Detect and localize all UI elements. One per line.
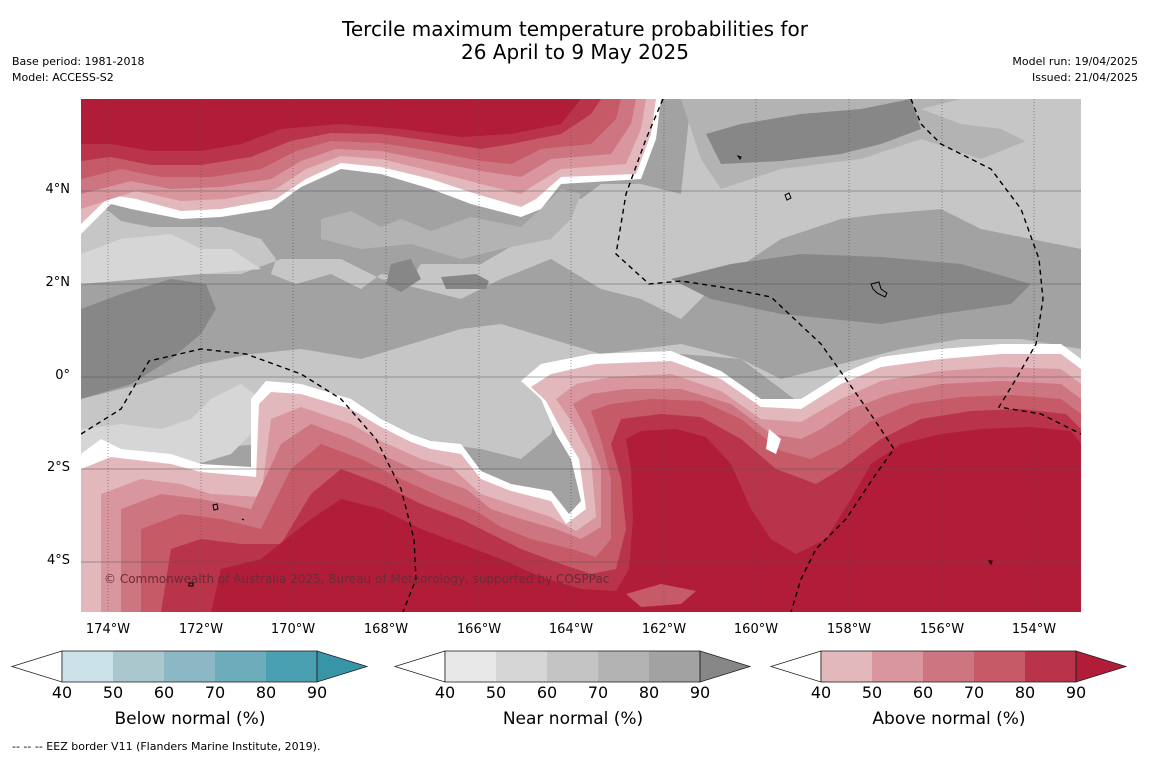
chart-title: Tercile maximum temperature probabilitie… bbox=[0, 18, 1150, 64]
cb-below-swatch-5 bbox=[266, 651, 317, 682]
cb-above-swatch-1 bbox=[821, 651, 872, 682]
lat-label-4s: 4°S bbox=[46, 553, 70, 568]
cb-near-tick-40: 40 bbox=[434, 683, 456, 702]
cb-above-tick-40: 40 bbox=[810, 683, 832, 702]
near-normal-80-band bbox=[321, 189, 581, 259]
cb-near-swatch-2 bbox=[496, 651, 547, 682]
cb-above-tick-50: 50 bbox=[861, 683, 883, 702]
lon-label-158w: 158°W bbox=[826, 622, 872, 637]
meta-right: Model run: 19/04/2025 Issued: 21/04/2025 bbox=[1012, 54, 1138, 86]
cb-near-swatch-4 bbox=[598, 651, 649, 682]
eez-footnote: -- -- -- EEZ border V11 (Flanders Marine… bbox=[12, 740, 321, 753]
cb-below-arrow-left bbox=[10, 650, 63, 683]
white-patch bbox=[766, 429, 781, 454]
meta-left: Base period: 1981-2018 Model: ACCESS-S2 bbox=[12, 54, 144, 86]
cb-near-tick-90: 90 bbox=[689, 683, 711, 702]
lon-label-170w: 170°W bbox=[270, 622, 316, 637]
cb-below-swatch-1 bbox=[62, 651, 113, 682]
cb-above-arrow-right bbox=[1075, 650, 1128, 683]
cb-below-tick-80: 80 bbox=[255, 683, 277, 702]
cb-near-tick-60: 60 bbox=[536, 683, 558, 702]
lon-label-164w: 164°W bbox=[548, 622, 594, 637]
lon-label-166w: 166°W bbox=[456, 622, 502, 637]
cb-above-tick-60: 60 bbox=[912, 683, 934, 702]
colorbar-near-normal bbox=[393, 650, 752, 683]
cb-below-swatch-3 bbox=[164, 651, 215, 682]
lon-label-174w: 174°W bbox=[85, 622, 131, 637]
cb-above-tick-70: 70 bbox=[963, 683, 985, 702]
lat-label-2s: 2°S bbox=[46, 460, 70, 475]
cb-above-title: Above normal (%) bbox=[872, 709, 1026, 729]
model-run: Model run: 19/04/2025 bbox=[1012, 55, 1138, 68]
cb-near-title: Near normal (%) bbox=[502, 709, 644, 729]
cb-below-tick-50: 50 bbox=[102, 683, 124, 702]
lon-label-162w: 162°W bbox=[641, 622, 687, 637]
cb-above-tick-80: 80 bbox=[1014, 683, 1036, 702]
probability-map bbox=[81, 99, 1081, 612]
cb-above-tick-90: 90 bbox=[1065, 683, 1087, 702]
cb-near-swatch-3 bbox=[547, 651, 598, 682]
cb-near-arrow-left bbox=[393, 650, 446, 683]
cb-below-tick-90: 90 bbox=[306, 683, 328, 702]
latitude-grid bbox=[81, 190, 1081, 563]
near-normal-70-south bbox=[81, 324, 1081, 464]
island-outlines bbox=[188, 155, 993, 587]
cb-near-tick-50: 50 bbox=[485, 683, 507, 702]
cb-below-arrow-right bbox=[316, 650, 369, 683]
map-panel[interactable] bbox=[81, 99, 1081, 612]
cb-near-arrow-right bbox=[699, 650, 752, 683]
above-normal-70-patch bbox=[626, 584, 696, 607]
near-normal-60-nw bbox=[81, 234, 261, 284]
near-normal-90-patch-2 bbox=[441, 274, 489, 289]
cb-above-swatch-5 bbox=[1025, 651, 1076, 682]
eez-border bbox=[81, 99, 1081, 612]
cb-near-tick-80: 80 bbox=[638, 683, 660, 702]
cb-near-swatch-1 bbox=[445, 651, 496, 682]
cb-near-tick-70: 70 bbox=[587, 683, 609, 702]
near-normal-90-ne bbox=[706, 99, 921, 164]
cb-near-swatch-5 bbox=[649, 651, 700, 682]
lat-label-0: 0° bbox=[55, 368, 70, 383]
lon-label-160w: 160°W bbox=[733, 622, 779, 637]
cb-above-swatch-3 bbox=[923, 651, 974, 682]
lat-label-4n: 4°N bbox=[45, 182, 71, 197]
model-name: Model: ACCESS-S2 bbox=[12, 71, 114, 84]
cb-above-swatch-4 bbox=[974, 651, 1025, 682]
copyright-text: © Commonwealth of Australia 2025, Bureau… bbox=[104, 572, 610, 586]
near-normal-60-sw bbox=[81, 384, 261, 469]
lon-label-168w: 168°W bbox=[363, 622, 409, 637]
issued-date: Issued: 21/04/2025 bbox=[1031, 71, 1138, 84]
colorbar-below-normal bbox=[10, 650, 369, 683]
near-normal-90-center bbox=[671, 254, 1031, 324]
above-normal-90-north bbox=[81, 99, 581, 151]
lon-label-172w: 172°W bbox=[178, 622, 224, 637]
cb-below-tick-60: 60 bbox=[153, 683, 175, 702]
lon-label-156w: 156°W bbox=[919, 622, 965, 637]
cb-below-tick-40: 40 bbox=[51, 683, 73, 702]
lat-label-2n: 2°N bbox=[45, 275, 71, 290]
title-line-2: 26 April to 9 May 2025 bbox=[461, 40, 689, 64]
cb-below-swatch-4 bbox=[215, 651, 266, 682]
cb-above-arrow-left bbox=[769, 650, 822, 683]
near-normal-90-west bbox=[81, 279, 216, 399]
cb-below-tick-70: 70 bbox=[204, 683, 226, 702]
lon-label-154w: 154°W bbox=[1011, 622, 1057, 637]
near-normal-70-ne bbox=[921, 99, 1081, 154]
colorbar-above-normal bbox=[769, 650, 1128, 683]
above-normal-90-south bbox=[211, 427, 1081, 612]
cb-below-title: Below normal (%) bbox=[114, 709, 266, 729]
cb-below-swatch-2 bbox=[113, 651, 164, 682]
cb-above-swatch-2 bbox=[872, 651, 923, 682]
colorbars bbox=[10, 650, 1128, 683]
title-line-1: Tercile maximum temperature probabilitie… bbox=[342, 17, 808, 41]
base-period: Base period: 1981-2018 bbox=[12, 55, 145, 68]
